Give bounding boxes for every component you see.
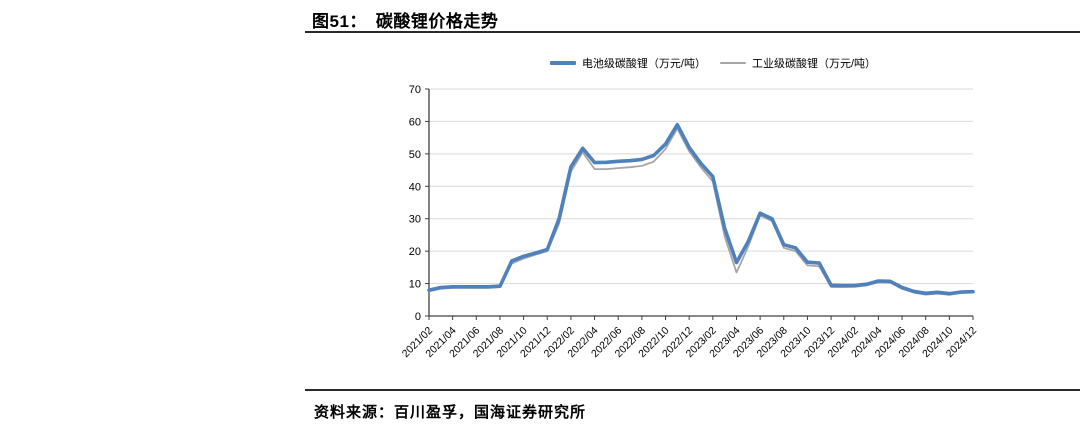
source-line: 资料来源：百川盈孚，国海证券研究所 xyxy=(314,401,586,422)
series-line-battery xyxy=(427,122,975,296)
y-tick-label: 60 xyxy=(409,116,421,128)
figure-title-text: 碳酸锂价格走势 xyxy=(375,11,499,31)
y-tick-label: 30 xyxy=(409,214,421,226)
legend-item-industrial: 工业级碳酸锂（万元/吨） xyxy=(720,55,876,71)
legend-item-battery: 电池级碳酸锂（万元/吨） xyxy=(549,55,706,71)
footer-divider xyxy=(305,389,1080,391)
figure-title: 图51： 碳酸锂价格走势 xyxy=(312,7,498,31)
price-chart: 0102030405060702021/022021/042021/062021… xyxy=(400,84,979,360)
legend-label-battery: 电池级碳酸锂（万元/吨） xyxy=(581,58,706,70)
chart-area: 0 10 20 30 40 50 60 70 2021/02 2021/04 2021/06 2021… xyxy=(383,78,1043,378)
y-tick-label: 50 xyxy=(409,149,421,161)
title-divider xyxy=(305,31,1080,33)
chart-legend: 电池级碳酸锂（万元/吨） 工业级碳酸锂（万元/吨） xyxy=(383,54,1043,72)
y-tick-label: 70 xyxy=(409,84,421,96)
source-label: 资料来源： xyxy=(314,405,395,421)
figure-number: 图51： xyxy=(312,11,367,31)
y-tick-label: 40 xyxy=(409,181,421,193)
y-tick-label: 10 xyxy=(409,279,421,291)
y-tick-label: 0 xyxy=(415,311,421,323)
legend-label-industrial: 工业级碳酸锂（万元/吨） xyxy=(752,58,877,70)
source-text: 百川盈孚，国海证券研究所 xyxy=(394,405,587,421)
legend-swatch-industrial xyxy=(720,62,746,64)
y-tick-label: 20 xyxy=(409,246,421,258)
legend-swatch-battery xyxy=(549,61,576,65)
